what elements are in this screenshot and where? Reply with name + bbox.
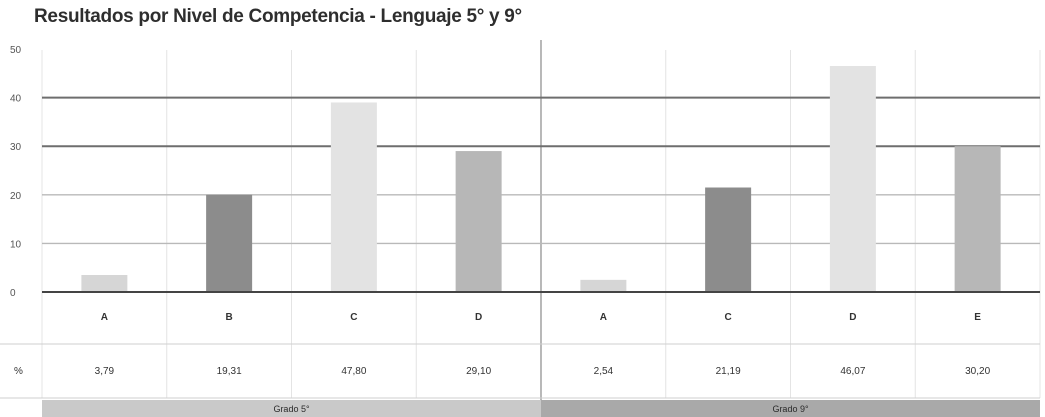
y-tick-label: 10 <box>10 239 22 250</box>
bar <box>330 102 377 293</box>
category-label: D <box>475 312 482 323</box>
y-tick-label: 0 <box>10 288 16 299</box>
value-label: 47,80 <box>341 366 366 377</box>
row-label: % <box>14 366 23 377</box>
category-label: C <box>725 312 732 323</box>
bar <box>954 146 1001 292</box>
value-label: 21,19 <box>716 366 741 377</box>
value-label: 46,07 <box>840 366 865 377</box>
bar <box>81 274 128 292</box>
value-label: 29,10 <box>466 366 491 377</box>
group-band <box>42 400 541 417</box>
y-tick-label: 20 <box>10 191 22 202</box>
group-band <box>541 400 1040 417</box>
value-label: 19,31 <box>217 366 242 377</box>
bar <box>580 279 627 292</box>
chart-title: Resultados por Nivel de Competencia - Le… <box>34 6 522 27</box>
category-label: A <box>600 312 607 323</box>
bar <box>829 66 876 292</box>
category-label: C <box>350 312 357 323</box>
bar <box>705 187 752 292</box>
group-label: Grado 5° <box>273 404 310 414</box>
y-tick-label: 50 <box>10 45 22 56</box>
y-tick-label: 40 <box>10 94 22 105</box>
category-label: A <box>101 312 108 323</box>
category-label: B <box>226 312 233 323</box>
bar <box>206 194 253 292</box>
category-label: D <box>849 312 856 323</box>
value-label: 3,79 <box>95 366 115 377</box>
value-label: 2,54 <box>594 366 614 377</box>
group-label: Grado 9° <box>772 404 809 414</box>
y-tick-label: 30 <box>10 142 22 153</box>
bar <box>455 151 502 292</box>
category-label: E <box>974 312 981 323</box>
value-label: 30,20 <box>965 366 990 377</box>
